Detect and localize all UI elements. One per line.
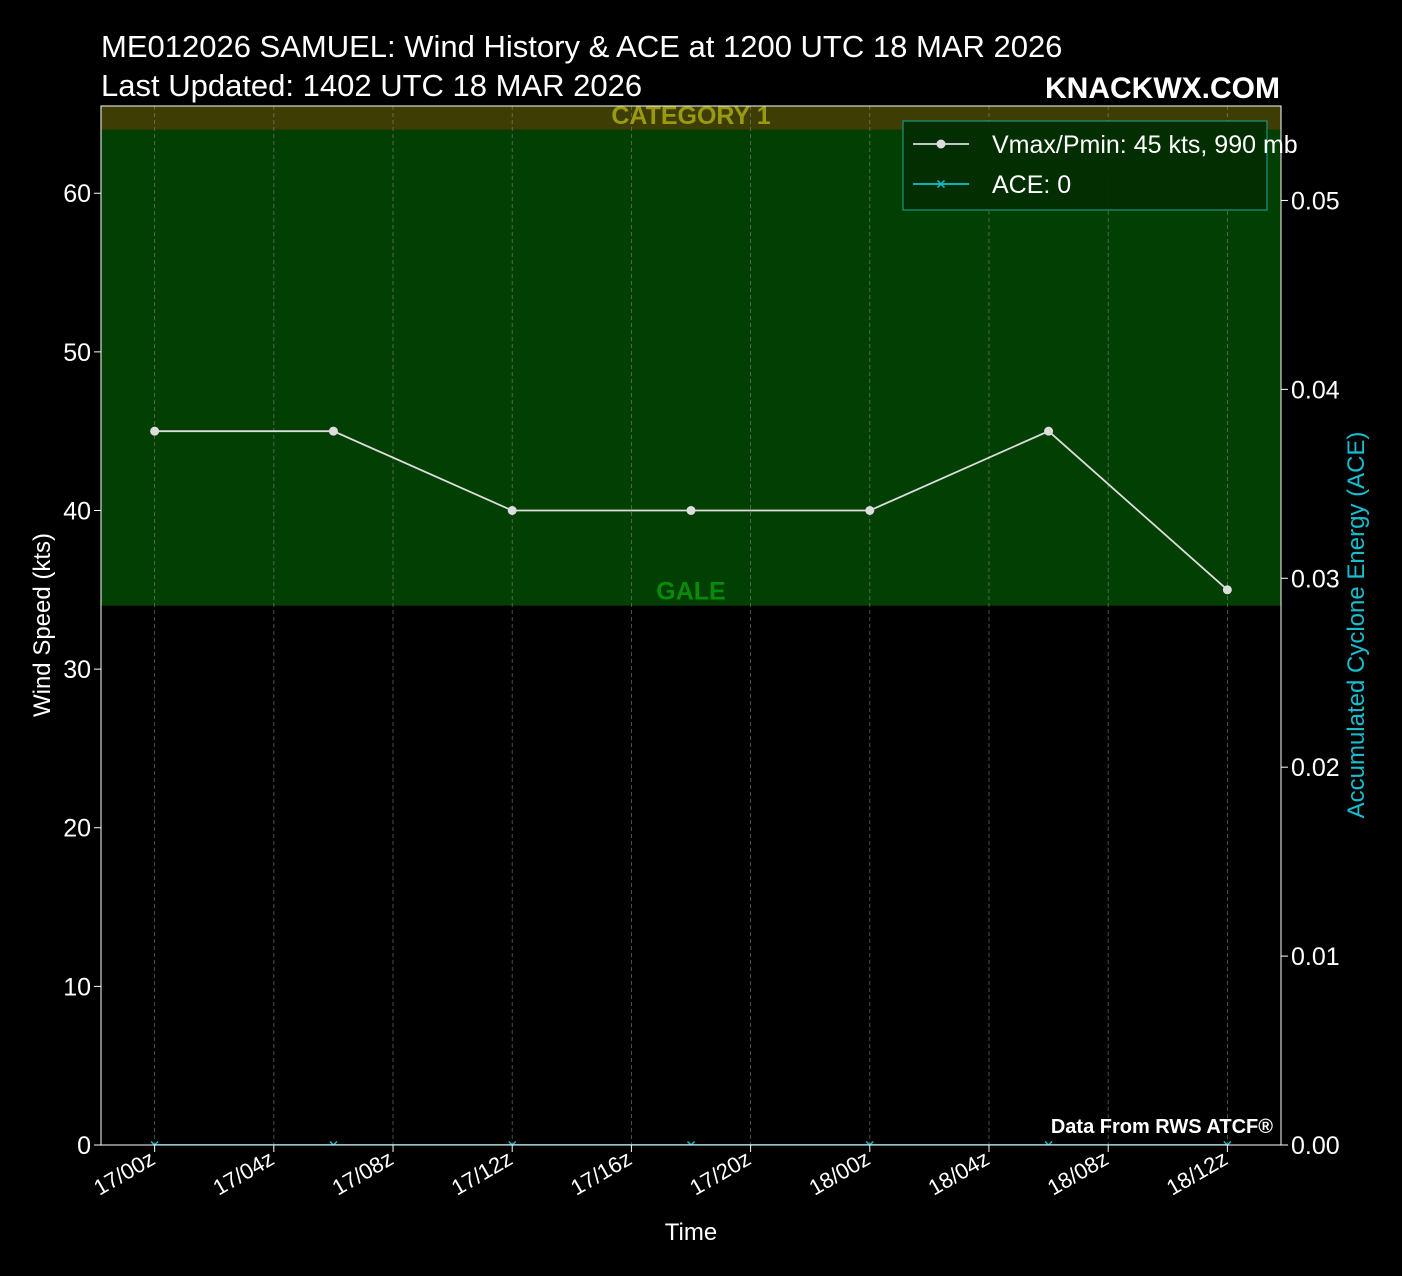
- marker: [1044, 426, 1054, 436]
- marker: [150, 1140, 159, 1145]
- marker: [865, 505, 875, 515]
- marker: [686, 1140, 696, 1145]
- y-tick-label: 60: [63, 180, 91, 208]
- y-axis-label: Wind Speed (kts): [29, 533, 56, 717]
- credit: Data From RWS ATCF®: [1051, 1116, 1273, 1138]
- y2-axis-label: Accumulated Cyclone Energy (ACE): [1343, 432, 1370, 819]
- marker: [508, 1140, 517, 1145]
- y-tick-label: 30: [63, 656, 91, 684]
- legend: Vmax/Pmin: 45 kts, 990 mb ACE: 0: [902, 120, 1298, 211]
- legend-label: ACE: 0: [992, 171, 1071, 199]
- y2-tick-label: 0.00: [1291, 1132, 1340, 1160]
- marker: [507, 505, 517, 515]
- x-axis-label: Time: [665, 1219, 717, 1246]
- brand: KNACKWX.COM: [1045, 72, 1280, 105]
- legend-marker: [936, 139, 946, 149]
- marker: [1044, 1140, 1053, 1145]
- y-tick-label: 40: [63, 497, 91, 525]
- y-tick-label: 10: [63, 973, 91, 1001]
- marker: [865, 1140, 874, 1145]
- marker: [686, 505, 696, 515]
- y-tick-label: 50: [63, 339, 91, 367]
- grid: [154, 106, 1228, 1145]
- legend-marker: [936, 179, 946, 189]
- y2-tick-label: 0.01: [1291, 943, 1340, 971]
- marker: [1223, 1140, 1232, 1145]
- plot-frame: [100, 105, 1282, 1146]
- chart-title: ME012026 SAMUEL: Wind History & ACE at 1…: [101, 29, 1062, 64]
- marks: [150, 426, 1232, 1145]
- chart-subtitle: Last Updated: 1402 UTC 18 MAR 2026: [101, 68, 642, 103]
- y2-tick-label: 0.03: [1291, 565, 1340, 593]
- y2-tick-label: 0.04: [1291, 376, 1340, 404]
- legend-box: [902, 120, 1268, 211]
- marker: [329, 1140, 338, 1145]
- marker: [150, 426, 160, 436]
- legend-label: Vmax/Pmin: 45 kts, 990 mb: [992, 131, 1298, 159]
- y-tick-label: 0: [77, 1132, 91, 1160]
- marker: [328, 426, 338, 436]
- marker: [1222, 585, 1232, 595]
- band-label: GALE: [656, 578, 725, 606]
- y2-tick-label: 0.02: [1291, 754, 1340, 782]
- y2-tick-label: 0.05: [1291, 187, 1340, 215]
- y-tick-label: 20: [63, 815, 91, 843]
